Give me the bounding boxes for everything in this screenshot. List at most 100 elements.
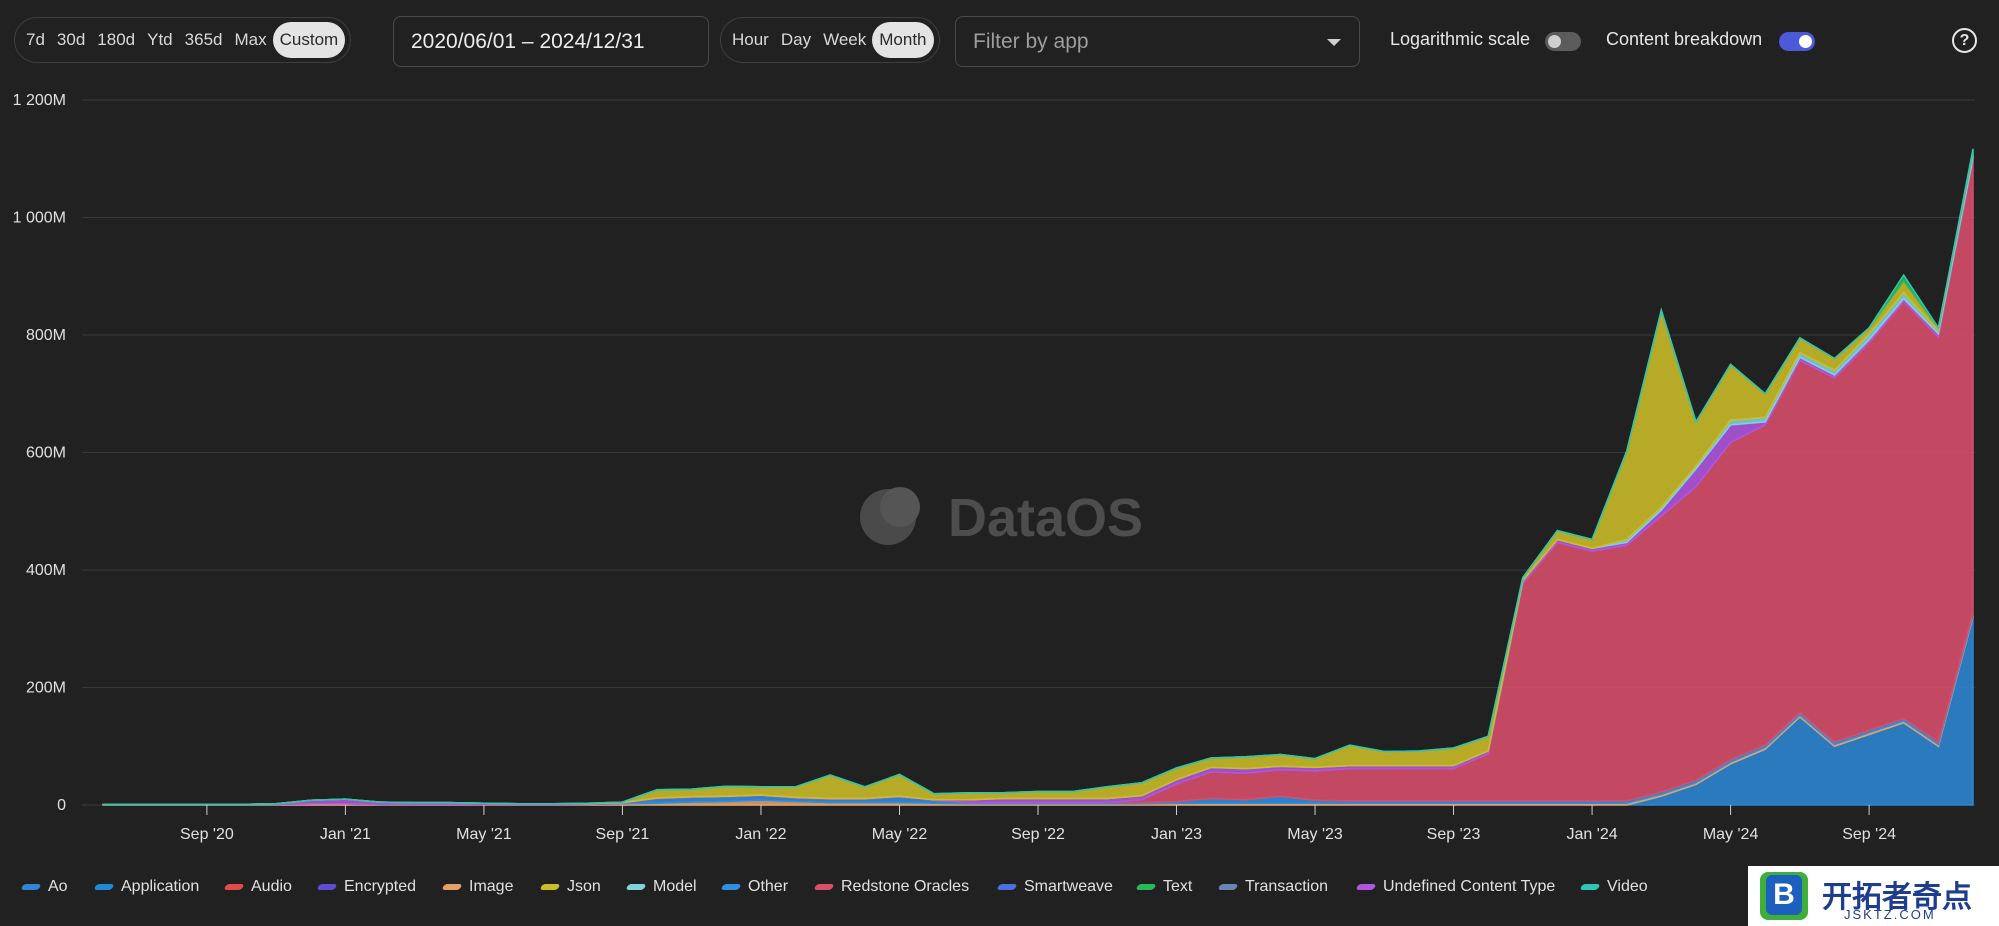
range-button-ytd[interactable]: Ytd (147, 30, 173, 49)
range-button-180d[interactable]: 180d (97, 30, 136, 49)
legend-swatch (1355, 884, 1377, 890)
badge-subtitle: JSKTZ.COM (1844, 907, 1936, 922)
log-scale-toggle[interactable] (1545, 32, 1581, 51)
legend-swatch (996, 884, 1018, 890)
x-tick-label: Sep '21 (596, 826, 650, 843)
range-button-7d[interactable]: 7d (26, 30, 45, 49)
legend-label: Transaction (1245, 878, 1328, 895)
badge-title: 开拓者奇点 (1822, 881, 1972, 914)
x-tick-label: Sep '24 (1842, 826, 1896, 843)
x-tick-label: Jan '23 (1151, 826, 1202, 843)
legend-label: Smartweave (1024, 878, 1113, 895)
x-tick-label: Jan '22 (735, 826, 786, 843)
toggle-knob (1799, 35, 1812, 48)
legend-label: Redstone Oracles (841, 878, 970, 895)
range-selector: 7d 30d 180d Ytd 365d Max Custom (14, 17, 352, 63)
interval-button-week[interactable]: Week (823, 30, 867, 49)
legend: Ao Application Audio Encrypted Image Json Mode… (0, 872, 1740, 906)
x-tick-label: Sep '20 (180, 826, 234, 843)
legend-item-json[interactable]: Json (539, 878, 601, 896)
legend-swatch (20, 884, 42, 890)
legend-swatch (539, 884, 561, 890)
legend-label: Encrypted (344, 878, 417, 895)
range-button-custom[interactable]: Custom (272, 22, 346, 58)
watermark-text: DataOS (948, 488, 1143, 548)
legend-swatch (1135, 884, 1157, 890)
x-tick-label: May '23 (1287, 826, 1343, 843)
legend-item-application[interactable]: Application (93, 878, 200, 896)
badge-logo-icon: B (1760, 872, 1808, 920)
legend-item-redstone-oracles[interactable]: Redstone Oracles (813, 878, 970, 896)
x-tick-label: May '21 (456, 826, 512, 843)
dataos-logo-icon (860, 487, 920, 545)
legend-swatch (441, 884, 463, 890)
legend-item-other[interactable]: Other (720, 878, 789, 896)
area-series (102, 148, 1974, 806)
y-tick-label: 800M (26, 327, 66, 344)
legend-label: Video (1607, 878, 1648, 895)
y-axis: 0 200M 400M 600M 800M 1 000M 1 200M (13, 92, 66, 814)
legend-swatch (223, 884, 245, 890)
x-tick-label: Jan '21 (320, 826, 371, 843)
x-tick-label: May '22 (872, 826, 928, 843)
legend-swatch (625, 884, 647, 890)
y-tick-label: 600M (26, 445, 66, 462)
date-range-input[interactable]: 2020/06/01 – 2024/12/31 (393, 16, 709, 67)
legend-label: Model (653, 878, 697, 895)
legend-item-audio[interactable]: Audio (223, 878, 292, 896)
legend-item-video[interactable]: Video (1579, 878, 1648, 896)
range-button-30d[interactable]: 30d (56, 30, 86, 49)
legend-item-model[interactable]: Model (625, 878, 697, 896)
y-tick-label: 1 200M (13, 92, 66, 109)
legend-swatch (316, 884, 338, 890)
chevron-down-icon (1327, 39, 1341, 46)
site-badge: B 开拓者奇点 JSKTZ.COM (1748, 866, 1999, 926)
question-circle-icon[interactable]: ? (1952, 28, 1977, 53)
stacked-area-chart: DataOS 0 200M 400M 600M 800M 1 000M 1 200M Sep… (13, 92, 1975, 843)
y-tick-label: 1 000M (13, 210, 66, 227)
x-tick-label: Jan '24 (1567, 826, 1618, 843)
watermark: DataOS (860, 487, 1143, 548)
legend-item-undefined-content-type[interactable]: Undefined Content Type (1355, 878, 1556, 896)
area-video (103, 148, 1974, 806)
legend-label: Json (567, 878, 601, 895)
content-breakdown-label: Content breakdown (1606, 29, 1763, 49)
y-tick-label: 200M (26, 680, 66, 697)
legend-label: Application (121, 878, 200, 895)
range-button-max[interactable]: Max (234, 30, 267, 49)
range-button-365d[interactable]: 365d (184, 30, 223, 49)
content-breakdown-toggle[interactable] (1779, 32, 1815, 51)
legend-label: Undefined Content Type (1383, 878, 1556, 895)
legend-item-smartweave[interactable]: Smartweave (996, 878, 1113, 896)
legend-swatch (1217, 884, 1239, 890)
legend-label: Ao (48, 878, 68, 895)
toggle-knob (1548, 35, 1561, 48)
legend-item-encrypted[interactable]: Encrypted (316, 878, 417, 896)
toolbar: 7d 30d 180d Ytd 365d Max Custom 2020/06/01 – 2… (0, 0, 1999, 84)
interval-button-day[interactable]: Day (780, 30, 812, 49)
legend-label: Text (1163, 878, 1193, 895)
legend-swatch (813, 884, 835, 890)
legend-swatch (93, 884, 115, 890)
x-axis: Sep '20 Jan '21 May '21 Sep '21 Jan '22 May '… (180, 805, 1896, 843)
y-tick-label: 0 (57, 797, 66, 814)
filter-by-app-select[interactable]: Filter by app (955, 16, 1360, 67)
legend-item-text[interactable]: Text (1135, 878, 1193, 896)
legend-swatch (720, 884, 742, 890)
interval-button-hour[interactable]: Hour (732, 30, 769, 49)
x-tick-label: Sep '22 (1011, 826, 1065, 843)
interval-selector: Hour Day Week Month (720, 17, 940, 63)
legend-label: Image (469, 878, 514, 895)
log-scale-label: Logarithmic scale (1390, 29, 1531, 49)
x-tick-label: Sep '23 (1427, 826, 1481, 843)
y-tick-label: 400M (26, 562, 66, 579)
grid-lines (82, 99, 1975, 806)
legend-item-image[interactable]: Image (441, 878, 514, 896)
legend-item-transaction[interactable]: Transaction (1217, 878, 1328, 896)
filter-placeholder: Filter by app (973, 30, 1089, 53)
legend-label: Other (748, 878, 789, 895)
legend-swatch (1579, 884, 1601, 890)
legend-item-ao[interactable]: Ao (20, 878, 68, 896)
legend-label: Audio (251, 878, 292, 895)
interval-button-month[interactable]: Month (872, 22, 934, 58)
